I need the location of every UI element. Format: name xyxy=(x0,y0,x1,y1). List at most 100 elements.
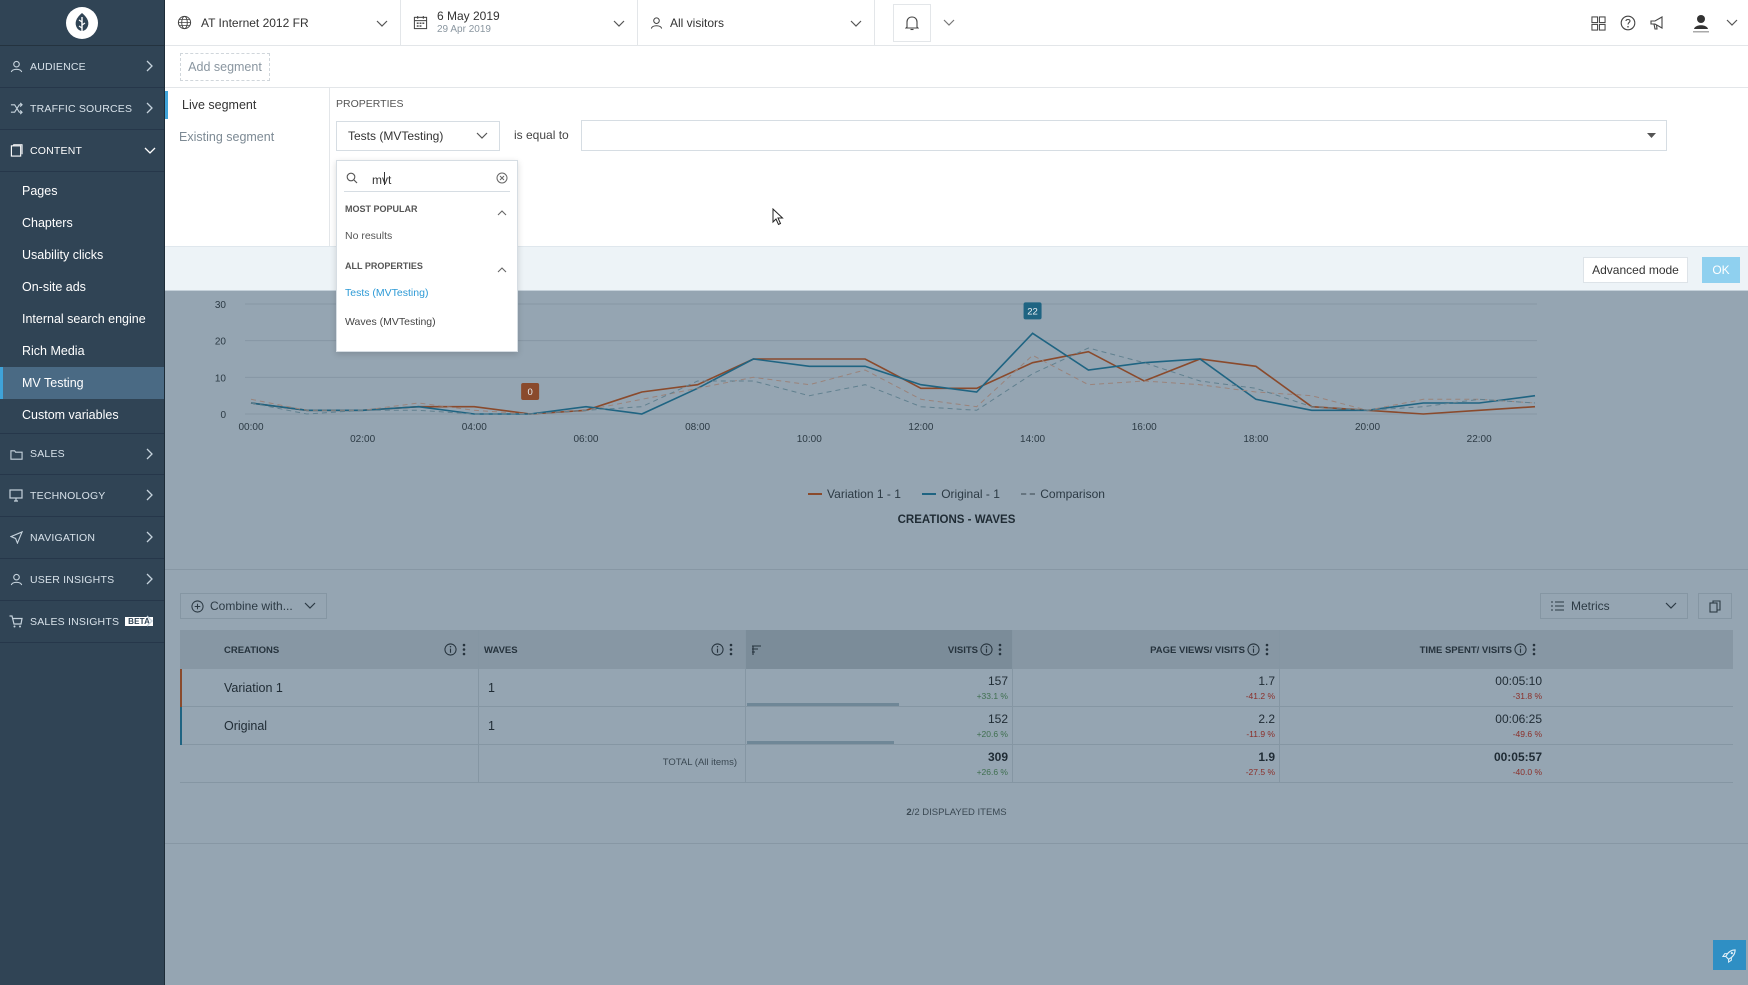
nav-section-technology[interactable]: TECHNOLOGY xyxy=(0,475,164,517)
sidebar-item-on-site-ads[interactable]: On-site ads xyxy=(0,271,164,303)
ok-button[interactable]: OK xyxy=(1702,257,1740,283)
kebab-menu-icon[interactable] xyxy=(1265,643,1269,659)
tab-existing-segment[interactable]: Existing segment xyxy=(179,130,275,144)
chevron-up-icon[interactable] xyxy=(497,262,507,276)
kebab-menu-icon[interactable] xyxy=(462,643,466,659)
cell-visits: 157 xyxy=(987,674,1008,688)
legend-item[interactable]: Comparison xyxy=(1021,487,1105,501)
chevron-down-icon[interactable] xyxy=(1726,19,1738,27)
chevron-down-icon[interactable] xyxy=(943,19,955,27)
divider xyxy=(165,569,1748,570)
option-waves-mvtesting[interactable]: Waves (MVTesting) xyxy=(345,316,436,328)
date-selector[interactable]: 6 May 2019 29 Apr 2019 xyxy=(401,0,638,45)
column-header-time-spent[interactable]: TIME SPENT/ VISITS xyxy=(1419,645,1512,656)
series-line xyxy=(250,332,1536,415)
total-label: TOTAL (All items) xyxy=(662,757,737,768)
legend-item[interactable]: Variation 1 - 1 xyxy=(808,487,901,501)
nav-section-audience[interactable]: AUDIENCE xyxy=(0,46,164,88)
help-icon[interactable] xyxy=(1620,15,1636,31)
total-page-views-delta: -27.5 % xyxy=(1245,767,1275,777)
info-icon[interactable] xyxy=(980,643,993,659)
nav-section-label: SALES xyxy=(30,448,65,460)
kebab-menu-icon[interactable] xyxy=(1532,643,1536,659)
x-tick-label: 04:00 xyxy=(462,422,487,433)
sidebar-item-custom-variables[interactable]: Custom variables xyxy=(0,399,164,431)
clear-search-icon[interactable] xyxy=(496,172,508,187)
sidebar-item-mv-testing[interactable]: MV Testing xyxy=(0,367,164,399)
column-header-page-views[interactable]: PAGE VIEWS/ VISITS xyxy=(1150,645,1245,656)
legend-label: Variation 1 - 1 xyxy=(827,487,901,501)
megaphone-icon[interactable] xyxy=(1650,15,1666,31)
site-selector[interactable]: AT Internet 2012 FR xyxy=(165,0,401,45)
advanced-mode-button[interactable]: Advanced mode xyxy=(1583,257,1688,283)
sidebar-item-chapters[interactable]: Chapters xyxy=(0,207,164,239)
property-search-field[interactable]: mvt xyxy=(344,168,510,192)
chevron-right-icon xyxy=(146,102,154,117)
add-segment-button[interactable]: Add segment xyxy=(180,53,270,81)
cell-page-views: 1.7 xyxy=(1258,674,1275,688)
column-header-visits[interactable]: VISITS xyxy=(947,645,978,656)
tab-live-segment[interactable]: Live segment xyxy=(165,91,329,119)
property-search-input[interactable]: mvt xyxy=(372,173,392,187)
info-icon[interactable] xyxy=(1514,643,1527,659)
apps-grid-icon[interactable] xyxy=(1591,15,1606,31)
bell-icon xyxy=(905,15,919,31)
legend-label: Original - 1 xyxy=(941,487,1000,501)
properties-heading: PROPERTIES xyxy=(336,98,404,110)
app-logo[interactable] xyxy=(0,0,164,46)
info-icon[interactable] xyxy=(1247,643,1260,659)
displayed-count: 2 xyxy=(906,807,912,818)
cell-page-views: 2.2 xyxy=(1258,712,1275,726)
sidebar-item-usability-clicks[interactable]: Usability clicks xyxy=(0,239,164,271)
sidebar-item-label: Internal search engine xyxy=(22,312,146,326)
group-heading-all-properties[interactable]: ALL PROPERTIES xyxy=(345,261,423,271)
kebab-menu-icon[interactable] xyxy=(729,643,733,659)
x-tick-label: 02:00 xyxy=(350,434,375,445)
legend-item[interactable]: Original - 1 xyxy=(922,487,1000,501)
column-header-waves[interactable]: WAVES xyxy=(484,645,518,656)
option-tests-mvtesting[interactable]: Tests (MVTesting) xyxy=(345,287,429,299)
avatar[interactable] xyxy=(1690,12,1712,34)
data-marker-label: 22 xyxy=(1027,306,1038,317)
export-button[interactable] xyxy=(1698,593,1732,619)
monitor-icon xyxy=(8,488,24,504)
nav-section-content[interactable]: CONTENT xyxy=(0,130,164,172)
table-row[interactable]: Original 1 152 +20.6 % 2.2 -11.9 % 00:06… xyxy=(180,707,1733,745)
nav-section-sales[interactable]: SALES xyxy=(0,433,164,475)
chevron-up-icon[interactable] xyxy=(497,205,507,219)
sidebar-item-pages[interactable]: Pages xyxy=(0,175,164,207)
table-row[interactable]: Variation 1 1 157 +33.1 % 1.7 -41.2 % 00… xyxy=(180,669,1733,707)
kebab-menu-icon[interactable] xyxy=(998,643,1002,659)
cell-creation: Variation 1 xyxy=(224,681,283,695)
date-compare: 29 Apr 2019 xyxy=(437,24,491,35)
visitors-label: All visitors xyxy=(670,15,725,30)
info-icon[interactable] xyxy=(711,643,724,659)
user-icon xyxy=(8,572,24,588)
bell-button[interactable] xyxy=(893,3,931,42)
report-content-overlay: 0 10 20 30 00:00 02:00 04:00 06:00 08:00 10:00 12:… xyxy=(165,291,1748,985)
group-heading-most-popular[interactable]: MOST POPULAR xyxy=(345,204,418,214)
sidebar-item-rich-media[interactable]: Rich Media xyxy=(0,335,164,367)
visitor-segment-selector[interactable]: All visitors xyxy=(638,0,875,45)
nav-section-sales-insights[interactable]: SALES INSIGHTS BETA xyxy=(0,601,164,643)
legend-swatch xyxy=(922,493,937,495)
sort-icon[interactable] xyxy=(752,644,761,658)
value-select[interactable] xyxy=(581,120,1667,151)
no-results-text: No results xyxy=(345,230,393,242)
property-select[interactable]: Tests (MVTesting) xyxy=(336,121,500,151)
nav-section-traffic-sources[interactable]: TRAFFIC SOURCES xyxy=(0,88,164,130)
combine-with-button[interactable]: Combine with... xyxy=(180,593,327,619)
chart-legend: Variation 1 - 1 Original - 1 Comparison xyxy=(165,484,1748,501)
nav-section-navigation[interactable]: NAVIGATION xyxy=(0,517,164,559)
combine-label: Combine with... xyxy=(210,599,293,613)
calendar-icon xyxy=(413,15,428,30)
data-table: CREATIONS WAVES VISITS PAGE VIEWS/ VISIT… xyxy=(180,630,1733,790)
info-icon[interactable] xyxy=(444,643,457,659)
column-header-creations[interactable]: CREATIONS xyxy=(224,645,280,656)
launch-button[interactable] xyxy=(1713,940,1746,970)
cell-time-spent-delta: -31.8 % xyxy=(1512,691,1542,701)
metrics-selector[interactable]: Metrics xyxy=(1540,593,1688,619)
property-select-value: Tests (MVTesting) xyxy=(348,129,444,143)
nav-section-user-insights[interactable]: USER INSIGHTS xyxy=(0,559,164,601)
sidebar-item-internal-search-engine[interactable]: Internal search engine xyxy=(0,303,164,335)
